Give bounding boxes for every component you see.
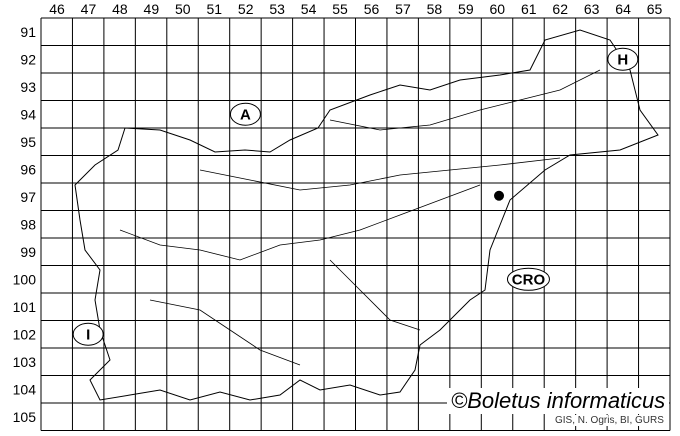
record-dot xyxy=(494,190,505,201)
row-label: 98 xyxy=(20,217,36,233)
row-label: 91 xyxy=(20,24,36,40)
column-label: 60 xyxy=(490,1,506,17)
row-label: 100 xyxy=(13,272,37,288)
country-label: A xyxy=(240,106,251,123)
country-marker xyxy=(506,267,550,291)
country-label: H xyxy=(617,51,628,68)
row-label: 105 xyxy=(13,409,37,425)
column-label: 63 xyxy=(584,1,600,17)
column-label: 47 xyxy=(81,1,97,17)
column-label: 54 xyxy=(301,1,317,17)
rivers xyxy=(119,69,601,366)
column-label: 55 xyxy=(332,1,348,17)
row-label: 102 xyxy=(13,327,37,343)
column-label: 56 xyxy=(364,1,380,17)
column-label: 48 xyxy=(112,1,128,17)
row-label: 94 xyxy=(20,107,36,123)
column-label: 49 xyxy=(144,1,160,17)
row-label: 104 xyxy=(13,382,37,398)
row-label: 96 xyxy=(20,162,36,178)
column-label: 59 xyxy=(458,1,474,17)
column-label: 52 xyxy=(238,1,254,17)
column-label: 51 xyxy=(206,1,222,17)
row-label: 92 xyxy=(20,52,36,68)
row-label: 103 xyxy=(13,354,37,370)
copyright-text: ©Boletus informaticus xyxy=(447,388,670,414)
column-label: 46 xyxy=(49,1,65,17)
row-label: 101 xyxy=(13,299,37,315)
country-label: CRO xyxy=(512,271,546,288)
column-label: 50 xyxy=(175,1,191,17)
column-label: 57 xyxy=(395,1,411,17)
column-label: 62 xyxy=(552,1,568,17)
column-label: 64 xyxy=(615,1,631,17)
slovenia-border xyxy=(74,29,659,401)
row-label: 99 xyxy=(20,244,36,260)
grid xyxy=(40,17,671,431)
column-label: 58 xyxy=(427,1,443,17)
row-label: 93 xyxy=(20,79,36,95)
column-label: 61 xyxy=(521,1,537,17)
country-marker xyxy=(607,47,639,71)
country-label: I xyxy=(86,326,90,343)
country-marker xyxy=(229,102,261,126)
country-marker xyxy=(72,322,104,346)
column-label: 65 xyxy=(647,1,663,17)
row-label: 95 xyxy=(20,134,36,150)
column-label: 53 xyxy=(269,1,285,17)
row-label: 97 xyxy=(20,189,36,205)
source-credit: GIS, N. Ogris, BI, GURS xyxy=(553,415,666,426)
